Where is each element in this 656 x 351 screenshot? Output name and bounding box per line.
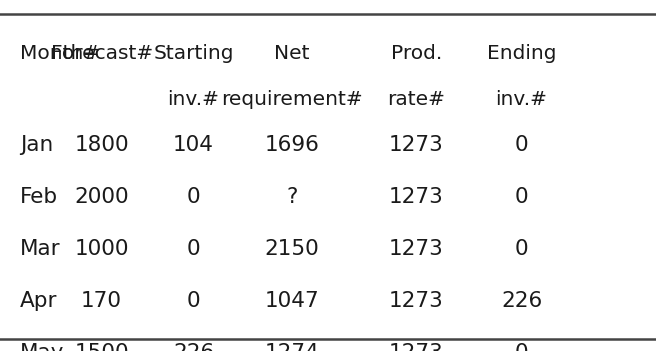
Text: 0: 0 (515, 135, 528, 155)
Text: 1273: 1273 (389, 291, 444, 311)
Text: requirement#: requirement# (221, 90, 363, 108)
Text: 0: 0 (187, 291, 200, 311)
Text: 0: 0 (187, 239, 200, 259)
Text: 1000: 1000 (74, 239, 129, 259)
Text: 226: 226 (173, 343, 214, 351)
Text: 170: 170 (81, 291, 122, 311)
Text: Ending: Ending (487, 44, 556, 63)
Text: 0: 0 (515, 343, 528, 351)
Text: 1696: 1696 (264, 135, 319, 155)
Text: 0: 0 (515, 239, 528, 259)
Text: inv.#: inv.# (495, 90, 548, 108)
Text: ?: ? (286, 187, 298, 207)
Text: Mar: Mar (20, 239, 60, 259)
Text: 1047: 1047 (264, 291, 319, 311)
Text: Net: Net (274, 44, 310, 63)
Text: 1273: 1273 (389, 343, 444, 351)
Text: 1273: 1273 (389, 187, 444, 207)
Text: Jan: Jan (20, 135, 53, 155)
Text: Prod.: Prod. (391, 44, 442, 63)
Text: 1274: 1274 (264, 343, 319, 351)
Text: Forecast#: Forecast# (51, 44, 153, 63)
Text: 1500: 1500 (74, 343, 129, 351)
Text: 1273: 1273 (389, 239, 444, 259)
Text: May: May (20, 343, 64, 351)
Text: Feb: Feb (20, 187, 58, 207)
Text: Starting: Starting (154, 44, 234, 63)
Text: 0: 0 (515, 187, 528, 207)
Text: 1273: 1273 (389, 135, 444, 155)
Text: Apr: Apr (20, 291, 57, 311)
Text: 1800: 1800 (74, 135, 129, 155)
Text: rate#: rate# (388, 90, 445, 108)
Text: 2150: 2150 (264, 239, 319, 259)
Text: 226: 226 (501, 291, 542, 311)
Text: 0: 0 (187, 187, 200, 207)
Text: 2000: 2000 (74, 187, 129, 207)
Text: inv.#: inv.# (167, 90, 220, 108)
Text: 104: 104 (173, 135, 214, 155)
Text: Month#: Month# (20, 44, 100, 63)
